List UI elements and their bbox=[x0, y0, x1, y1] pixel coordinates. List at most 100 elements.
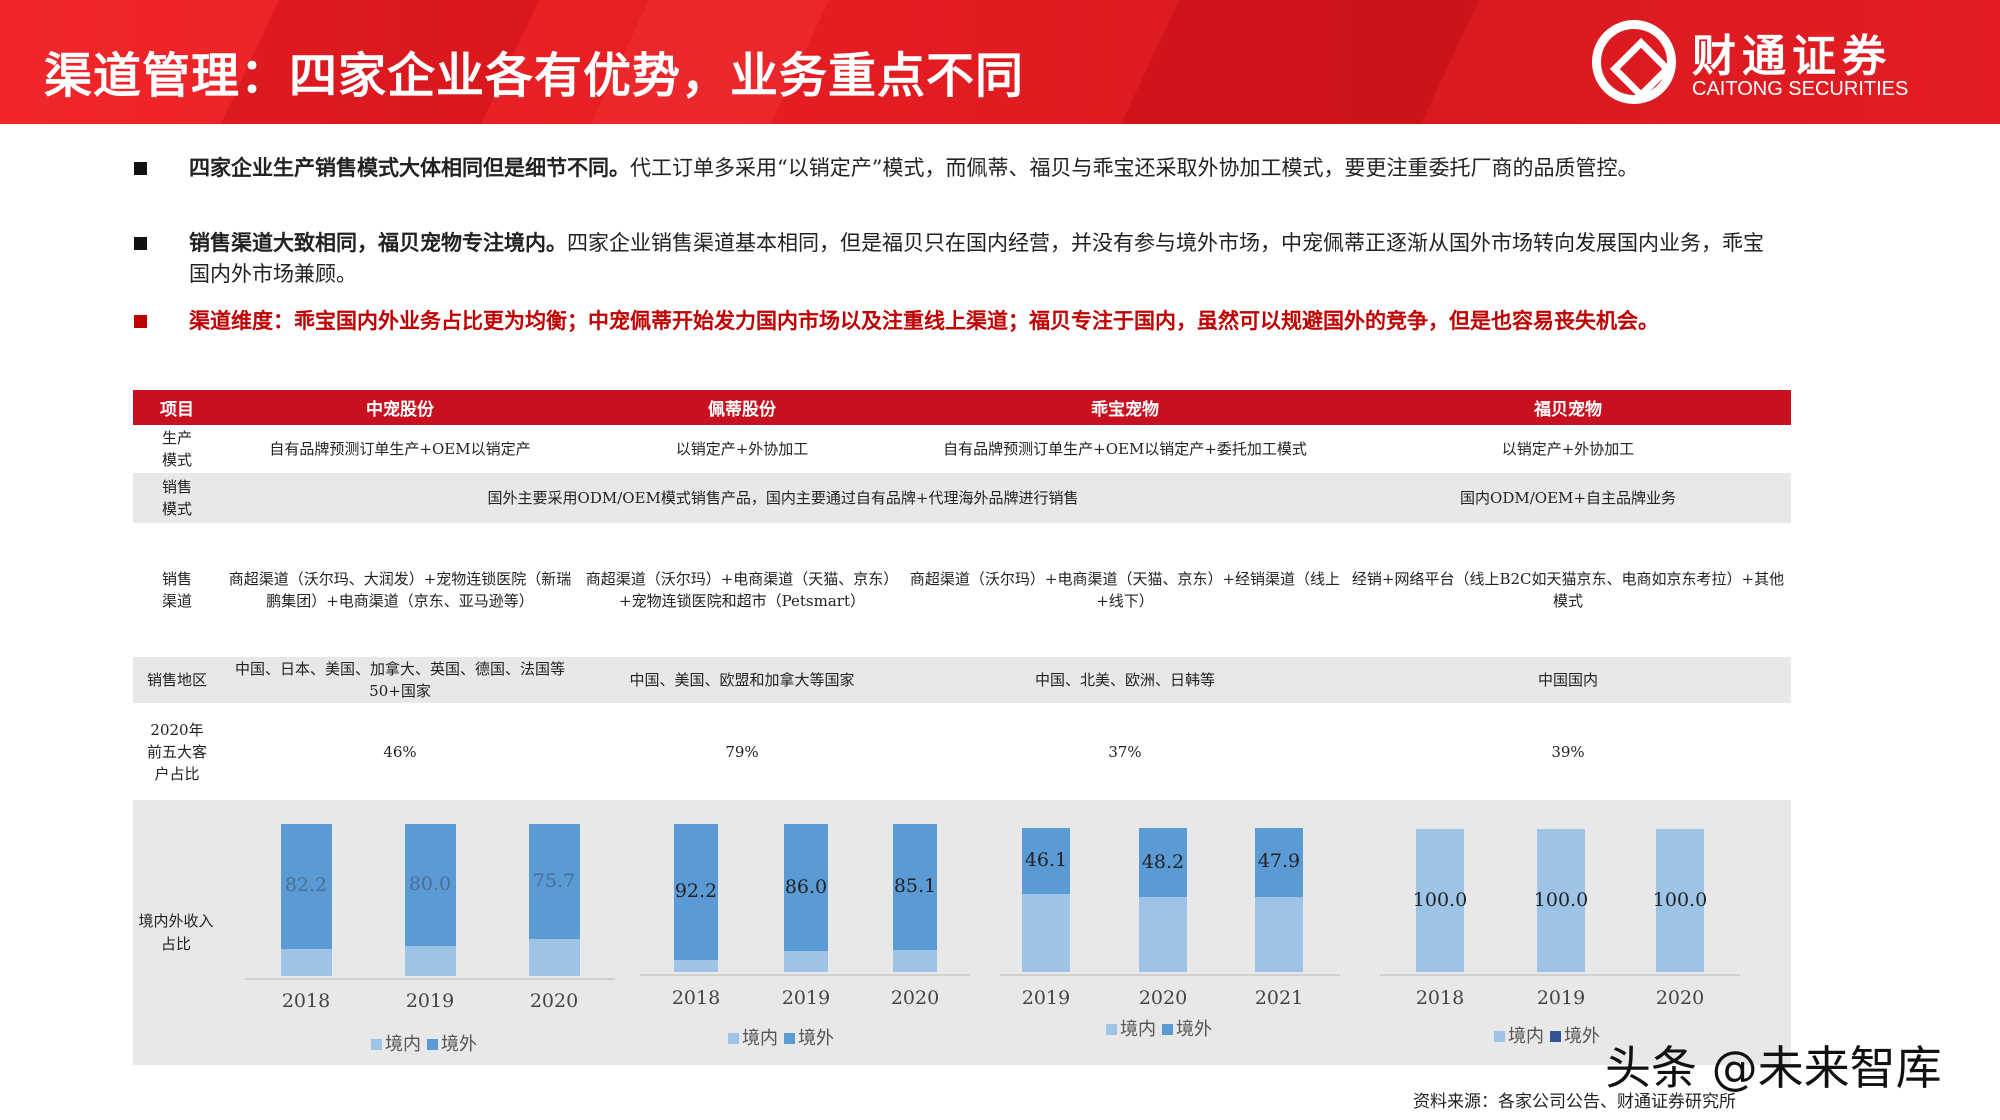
bar-境内 bbox=[404, 945, 456, 976]
row-label: 2020年前五大客户占比 bbox=[146, 720, 207, 783]
bullet-1: 四家企业生产销售模式大体相同但是细节不同。代工订单多采用“以销定产”模式，而佩蒂… bbox=[134, 152, 1774, 184]
legend-label: 境外 bbox=[798, 1028, 834, 1049]
logo-english-name: CAITONG SECURITIES bbox=[1692, 78, 1909, 100]
bar-境外 bbox=[674, 824, 718, 961]
chart-legend: 境内 境外 bbox=[1100, 1015, 1212, 1041]
table-row-production: 生产模式 自有品牌预测订单生产+OEM以销定产 以销定产+外协加工 自有品牌预测… bbox=[133, 425, 1791, 473]
legend-label: 境内 bbox=[1508, 1026, 1544, 1047]
bullet-2-bold: 销售渠道大致相同，福贝宠物专注境内。 bbox=[189, 230, 567, 255]
chart-row-label: 境内外收入占比 bbox=[138, 912, 214, 953]
data-label: 48.2 bbox=[1141, 850, 1185, 873]
table-cell: 国内ODM/OEM+自主品牌业务 bbox=[1345, 473, 1791, 523]
table-cell: 以销定产+外协加工 bbox=[675, 440, 809, 458]
bar-境外 bbox=[1255, 828, 1303, 897]
legend-swatch-icon bbox=[1494, 1031, 1505, 1042]
x-tick-label: 2020 bbox=[529, 990, 579, 1012]
logo-mark-icon bbox=[1592, 20, 1676, 104]
chart-legend: 境内 境外 bbox=[722, 1024, 834, 1050]
data-label: 47.9 bbox=[1257, 850, 1301, 873]
bar-境内 bbox=[893, 949, 937, 972]
x-tick-label: 2020 bbox=[1655, 987, 1705, 1009]
header-banner: 渠道管理：四家企业各有优势，业务重点不同 财通证券 CAITONG SECURI… bbox=[0, 0, 2000, 124]
bar-境外 bbox=[893, 824, 937, 950]
header-zhongchong: 中宠股份 bbox=[221, 390, 579, 425]
table-cell: 79% bbox=[725, 742, 759, 761]
row-label: 销售地区 bbox=[133, 657, 221, 703]
data-label: 46.1 bbox=[1024, 849, 1068, 872]
legend-swatch-icon bbox=[371, 1039, 382, 1050]
x-tick-label: 2019 bbox=[405, 990, 455, 1012]
bar-境外 bbox=[280, 824, 332, 949]
table-row-top5: 2020年前五大客户占比 46% 79% 37% 39% bbox=[133, 703, 1791, 800]
bar-境内 bbox=[1139, 897, 1187, 972]
chart-baseline bbox=[1000, 974, 1340, 976]
bar-境内 bbox=[1537, 829, 1585, 972]
table-row-channels: 销售渠道 商超渠道（沃尔玛、大润发）+宠物连锁医院（新瑞鹏集团）+电商渠道（京东… bbox=[133, 523, 1791, 657]
logo-chinese-name: 财通证券 bbox=[1692, 31, 1892, 82]
bullet-3-bold: 渠道维度：乖宝国内外业务占比更为均衡；中宠佩蒂开始发力国内市场以及注重线上渠道；… bbox=[189, 308, 1659, 333]
chart-legend: 境内 境外 bbox=[365, 1030, 477, 1056]
legend-swatch-icon bbox=[427, 1039, 438, 1050]
chart-legend: 境内 境外 bbox=[1488, 1022, 1600, 1048]
bar-境内 bbox=[674, 960, 718, 972]
legend-label: 境外 bbox=[441, 1034, 477, 1055]
table-cell: 商超渠道（沃尔玛）+电商渠道（天猫、京东）+宠物连锁医院和超市（Petsmart… bbox=[585, 570, 899, 610]
legend-swatch-icon bbox=[784, 1033, 795, 1044]
bar-境内 bbox=[1255, 896, 1303, 972]
legend-swatch-icon bbox=[1550, 1031, 1561, 1042]
x-tick-label: 2019 bbox=[781, 987, 831, 1009]
table-cell: 商超渠道（沃尔玛、大润发）+宠物连锁医院（新瑞鹏集团）+电商渠道（京东、亚马逊等… bbox=[228, 570, 572, 610]
x-tick-label: 2020 bbox=[1138, 987, 1188, 1009]
page-title: 渠道管理：四家企业各有优势，业务重点不同 bbox=[44, 48, 1025, 104]
data-label: 100.0 bbox=[1652, 888, 1708, 911]
table-cell: 经销+网络平台（线上B2C如天猫京东、电商如京东考拉）+其他模式 bbox=[1351, 570, 1785, 610]
table-row-sales-mode: 销售模式 国外主要采用ODM/OEM模式销售产品，国内主要通过自有品牌+代理海外… bbox=[133, 473, 1791, 523]
legend-label: 境内 bbox=[742, 1028, 778, 1049]
table-cell: 自有品牌预测订单生产+OEM以销定产 bbox=[269, 440, 531, 458]
bullet-1-text: 代工订单多采用“以销定产”模式，而佩蒂、福贝与乖宝还采取外协加工模式，要更注重委… bbox=[630, 156, 1639, 180]
data-label: 92.2 bbox=[674, 880, 718, 903]
header-guaibao: 乖宝宠物 bbox=[905, 390, 1345, 425]
table-cell: 中国国内 bbox=[1345, 657, 1791, 703]
legend-label: 境外 bbox=[1564, 1026, 1600, 1047]
bar-境外 bbox=[1022, 828, 1070, 895]
row-label: 销售模式 bbox=[133, 473, 221, 523]
x-tick-label: 2020 bbox=[890, 987, 940, 1009]
legend-swatch-icon bbox=[1106, 1024, 1117, 1035]
table-cell: 中国、北美、欧洲、日韩等 bbox=[905, 657, 1345, 703]
row-label: 生产模式 bbox=[161, 429, 192, 469]
table-cell: 以销定产+外协加工 bbox=[1501, 440, 1635, 458]
legend-label: 境内 bbox=[1120, 1019, 1156, 1040]
bar-境内 bbox=[1022, 894, 1070, 972]
chart-baseline bbox=[1380, 974, 1740, 976]
data-label: 80.0 bbox=[408, 872, 452, 895]
data-label: 75.7 bbox=[532, 869, 576, 892]
bar-境内 bbox=[1416, 829, 1464, 972]
data-label: 100.0 bbox=[1533, 888, 1589, 911]
bullet-square-icon bbox=[134, 237, 147, 250]
watermark: 头条 @未来智库 bbox=[1605, 1041, 1942, 1095]
bar-境内 bbox=[1656, 829, 1704, 972]
bullet-2-text: 四家企业销售渠道基本相同，但是福贝只在国内经营，并没有参与境外市场，中宠佩蒂正逐… bbox=[189, 231, 1764, 286]
x-tick-label: 2021 bbox=[1254, 987, 1304, 1009]
header-peidi: 佩蒂股份 bbox=[579, 390, 905, 425]
legend-swatch-icon bbox=[1162, 1024, 1173, 1035]
chart-baseline bbox=[640, 974, 970, 976]
table-cell: 中国、美国、欧盟和加拿大等国家 bbox=[579, 657, 905, 703]
bar-境内 bbox=[784, 951, 828, 972]
table-header-row: 项目 中宠股份 佩蒂股份 乖宝宠物 福贝宠物 bbox=[133, 390, 1791, 425]
source-note: 资料来源：各家公司公告、财通证券研究所 bbox=[1413, 1092, 1736, 1112]
table-cell: 商超渠道（沃尔玛）+电商渠道（天猫、京东）+经销渠道（线上+线下） bbox=[909, 570, 1341, 610]
bullet-square-icon bbox=[134, 315, 147, 328]
table-cell: 37% bbox=[1108, 742, 1142, 761]
header-fubei: 福贝宠物 bbox=[1345, 390, 1791, 425]
bar-境外 bbox=[404, 824, 456, 946]
legend-label: 境外 bbox=[1176, 1019, 1212, 1040]
table-row-regions: 销售地区 中国、日本、美国、加拿大、英国、德国、法国等50+国家 中国、美国、欧… bbox=[133, 657, 1791, 703]
data-label: 86.0 bbox=[784, 875, 828, 898]
data-label: 100.0 bbox=[1412, 888, 1468, 911]
header-item: 项目 bbox=[133, 390, 221, 425]
table-cell: 国外主要采用ODM/OEM模式销售产品，国内主要通过自有品牌+代理海外品牌进行销… bbox=[221, 473, 1345, 523]
bar-境内 bbox=[528, 939, 580, 976]
x-tick-label: 2018 bbox=[671, 987, 721, 1009]
